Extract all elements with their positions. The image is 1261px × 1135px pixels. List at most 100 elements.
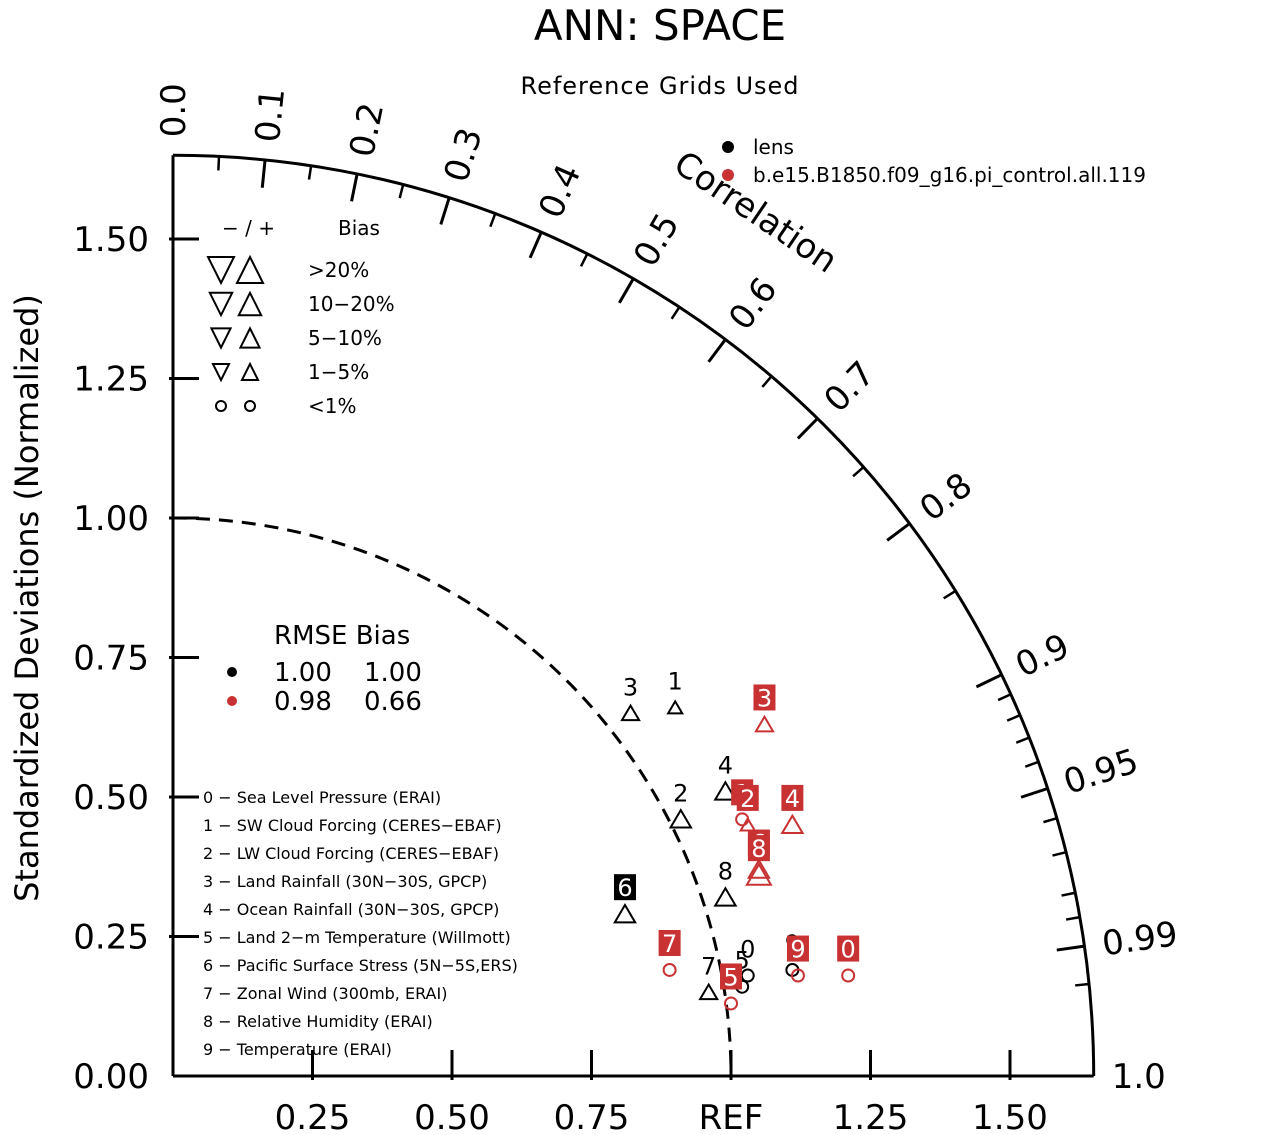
correlation-tick-label: 0.3 [436, 123, 490, 187]
y-tick-label: 1.50 [73, 220, 149, 260]
case-legend-label-control: b.e15.B1850.f09_g16.pi_control.all.119 [753, 163, 1146, 187]
case-legend-dot-control [722, 169, 734, 181]
point-label: 4 [718, 751, 733, 779]
case-legend-dot-lens [722, 141, 734, 153]
y-tick-label: 0.00 [73, 1057, 149, 1097]
rmse-legend-bias-lens: 1.00 [364, 658, 422, 688]
point-marker [698, 982, 720, 1001]
point-marker [668, 808, 693, 829]
bias-down-triangle-icon [209, 327, 233, 350]
correlation-major-tick [1020, 787, 1049, 799]
correlation-minor-tick [852, 466, 865, 478]
point-marker [620, 703, 641, 722]
bias-up-triangle-icon [237, 290, 263, 317]
data-point: 8 [713, 857, 738, 907]
variable-list-item: 6 − Pacific Surface Stress (5N−5S,ERS) [203, 956, 518, 975]
point-marker [724, 996, 738, 1011]
outer-arc [172, 153, 1096, 1077]
rmse-legend: RMSE Bias 1.00 1.00 0.98 0.66 [227, 621, 422, 717]
bias-legend-row: 1−5% [211, 360, 369, 384]
correlation-minor-tick [307, 165, 313, 180]
correlation-tick-label: 0.4 [531, 159, 589, 225]
y-tick-label: 0.50 [73, 778, 149, 818]
bias-legend-row-label: <1% [308, 394, 357, 418]
variable-list-item: 4 − Ocean Rainfall (30N−30S, GPCP) [203, 900, 499, 919]
correlation-tick-label: 0.2 [342, 99, 392, 160]
correlation-tick-label: 1.0 [1112, 1057, 1166, 1097]
correlation-minor-tick [1043, 817, 1058, 824]
point-label: 2 [673, 779, 688, 807]
correlation-major-tick [439, 197, 451, 225]
correlation-major-tick [260, 159, 267, 188]
correlation-major-tick [707, 338, 727, 363]
bias-up-triangle-icon [238, 326, 262, 349]
data-point: 7 [698, 952, 720, 1001]
bias-legend-row-label: 1−5% [308, 360, 369, 384]
data-point: 2 [668, 779, 693, 829]
bias-up-triangle-icon [235, 254, 265, 284]
correlation-minor-tick [1052, 850, 1067, 857]
bias-down-triangle-icon [211, 362, 231, 383]
y-tick-label: 1.25 [73, 360, 149, 400]
bias-legend: − / + Bias >20% 10−20% 5−10% 1−5% <1% [206, 216, 395, 418]
point-label: 8 [751, 835, 766, 863]
data-point: 7 [658, 929, 681, 977]
rmse-legend-bias-control: 0.66 [364, 687, 422, 717]
chart-title: ANN: SPACE [534, 1, 786, 50]
rmse-legend-dot-lens [227, 667, 237, 677]
point-marker [713, 886, 738, 907]
bias-up-triangle-icon [240, 361, 260, 382]
rmse-legend-rmse-control: 0.98 [274, 687, 332, 717]
point-label: 0 [740, 936, 755, 964]
bias-legend-row-label: >20% [308, 258, 369, 282]
correlation-tick-label: 0.99 [1100, 914, 1181, 964]
variable-list-item: 2 − LW Cloud Forcing (CERES−EBAF) [203, 844, 499, 863]
data-point: 9 [786, 935, 809, 983]
point-marker [746, 858, 771, 879]
correlation-minor-tick [1006, 714, 1021, 722]
x-tick-label: 0.25 [275, 1098, 351, 1135]
x-tick-label: 0.75 [554, 1098, 630, 1135]
point-marker [745, 862, 773, 886]
point-label: 2 [740, 785, 755, 813]
correlation-tick-label: 0.95 [1059, 741, 1143, 803]
variable-list: 0 − Sea Level Pressure (ERAI) 1 − SW Clo… [203, 788, 518, 1059]
correlation-minor-tick [1061, 891, 1076, 897]
correlation-major-tick [350, 173, 359, 202]
data-point: 1 [666, 668, 684, 715]
variable-list-item: 7 − Zonal Wind (300mb, ERAI) [203, 984, 447, 1003]
correlation-major-tick [796, 417, 819, 440]
bias-down-triangle-icon [208, 291, 234, 318]
y-axis-label: Standardized Deviations (Normalized) [8, 294, 46, 902]
point-marker [662, 962, 677, 977]
bias-legend-row-label: 10−20% [308, 292, 395, 316]
correlation-minor-tick [489, 213, 497, 228]
data-point: 3 [620, 673, 641, 722]
point-label-box [747, 835, 770, 862]
point-label-box [720, 963, 742, 990]
y-tick-label: 1.00 [73, 499, 149, 539]
point-label-box [837, 935, 860, 962]
reference-arc [172, 516, 733, 1077]
point-label: 7 [701, 952, 716, 980]
bias-circle-icon [244, 400, 256, 412]
correlation-minor-tick [997, 693, 1012, 702]
data-points: 01234567890123456789 [613, 668, 860, 1011]
correlation-minor-tick [1075, 982, 1090, 987]
variable-list-item: 9 − Temperature (ERAI) [203, 1040, 392, 1059]
point-marker [780, 813, 805, 835]
variable-list-item: 5 − Land 2−m Temperature (Willmott) [203, 928, 511, 947]
y-tick-label: 0.25 [73, 918, 149, 958]
correlation-minor-tick [398, 184, 405, 199]
point-marker [754, 714, 775, 733]
point-marker [713, 780, 738, 801]
correlation-tick-label: 0.1 [248, 86, 293, 144]
point-label-box [613, 874, 636, 901]
correlation-major-tick [975, 673, 1003, 689]
axes-layer: 0.000.250.500.751.001.251.500.25 0.50 0.75… [73, 153, 1096, 1135]
x-tick-label: 0.50 [414, 1098, 490, 1135]
point-label: 7 [662, 930, 677, 958]
correlation-tick-label: 0.0 [154, 83, 194, 137]
data-point: 6 [613, 874, 637, 924]
